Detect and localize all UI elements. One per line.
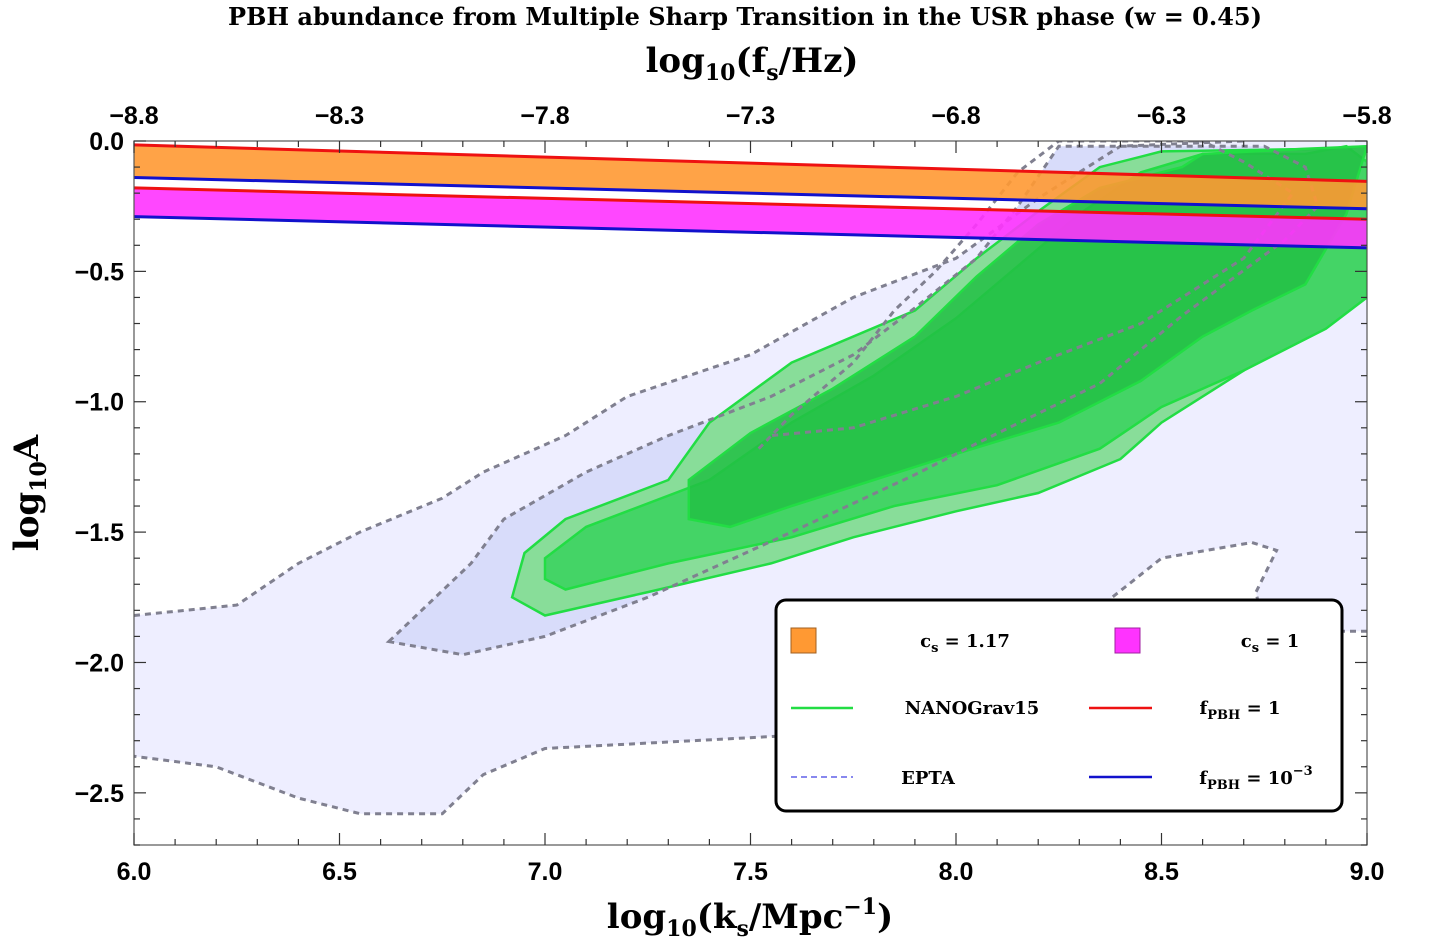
y-tick-label: −1.5 <box>75 519 124 547</box>
top-tick-label: −6.3 <box>1137 102 1186 130</box>
top-tick-label: −8.8 <box>109 102 158 130</box>
legend-label-nanograv: NANOGrav15 <box>905 698 1040 719</box>
left-tick-labels: 0.0 −0.5 −1.0 −1.5 −2.0 −2.5 <box>75 128 124 808</box>
x-tick-label: 6.5 <box>322 858 357 886</box>
top-tick-label: −8.3 <box>315 102 364 130</box>
legend: cs = 1.17 cs = 1 NANOGrav15 fPBH = 1 EPT… <box>774 598 1344 813</box>
blue-line-lower-orange <box>134 176 1367 211</box>
top-tick-label: −7.3 <box>726 102 775 130</box>
orange-band <box>134 144 1367 209</box>
x-tick-label: 7.5 <box>733 858 768 886</box>
y-axis-label: log10A <box>7 434 52 551</box>
legend-magenta-swatch <box>1114 627 1141 654</box>
chart-title: PBH abundance from Multiple Sharp Transi… <box>228 2 1262 31</box>
x-tick-label: 7.0 <box>528 858 563 886</box>
top-axis-label: log10(fs/Hz) <box>645 41 858 86</box>
blue-line-lower-magenta <box>134 215 1367 250</box>
x-tick-label: 9.0 <box>1350 858 1385 886</box>
red-line-upper-magenta <box>134 186 1367 221</box>
top-tick-labels: −8.8 −8.3 −7.8 −7.3 −6.8 −6.3 −5.8 <box>109 102 1391 130</box>
x-axis-label: log10(ks/Mpc−1) <box>607 894 893 942</box>
x-tick-label: 8.0 <box>939 858 974 886</box>
magenta-band <box>134 187 1367 248</box>
top-tick-label: −6.8 <box>931 102 980 130</box>
tick-marks <box>133 140 1368 846</box>
bottom-tick-labels: 6.0 6.5 7.0 7.5 8.0 8.5 9.0 <box>117 858 1385 886</box>
y-tick-label: −2.5 <box>75 780 124 808</box>
top-tick-label: −5.8 <box>1342 102 1391 130</box>
y-tick-label: −2.0 <box>75 649 124 677</box>
y-tick-label: −0.5 <box>75 258 124 286</box>
y-tick-label: 0.0 <box>89 128 124 156</box>
legend-orange-swatch <box>790 627 817 654</box>
legend-label-cs-1: cs = 1 <box>1241 631 1299 656</box>
x-tick-label: 6.0 <box>117 858 152 886</box>
y-tick-label: −1.0 <box>75 389 124 417</box>
x-tick-label: 8.5 <box>1144 858 1179 886</box>
legend-box <box>774 598 1344 813</box>
top-tick-label: −7.8 <box>520 102 569 130</box>
legend-label-epta: EPTA <box>901 768 956 789</box>
